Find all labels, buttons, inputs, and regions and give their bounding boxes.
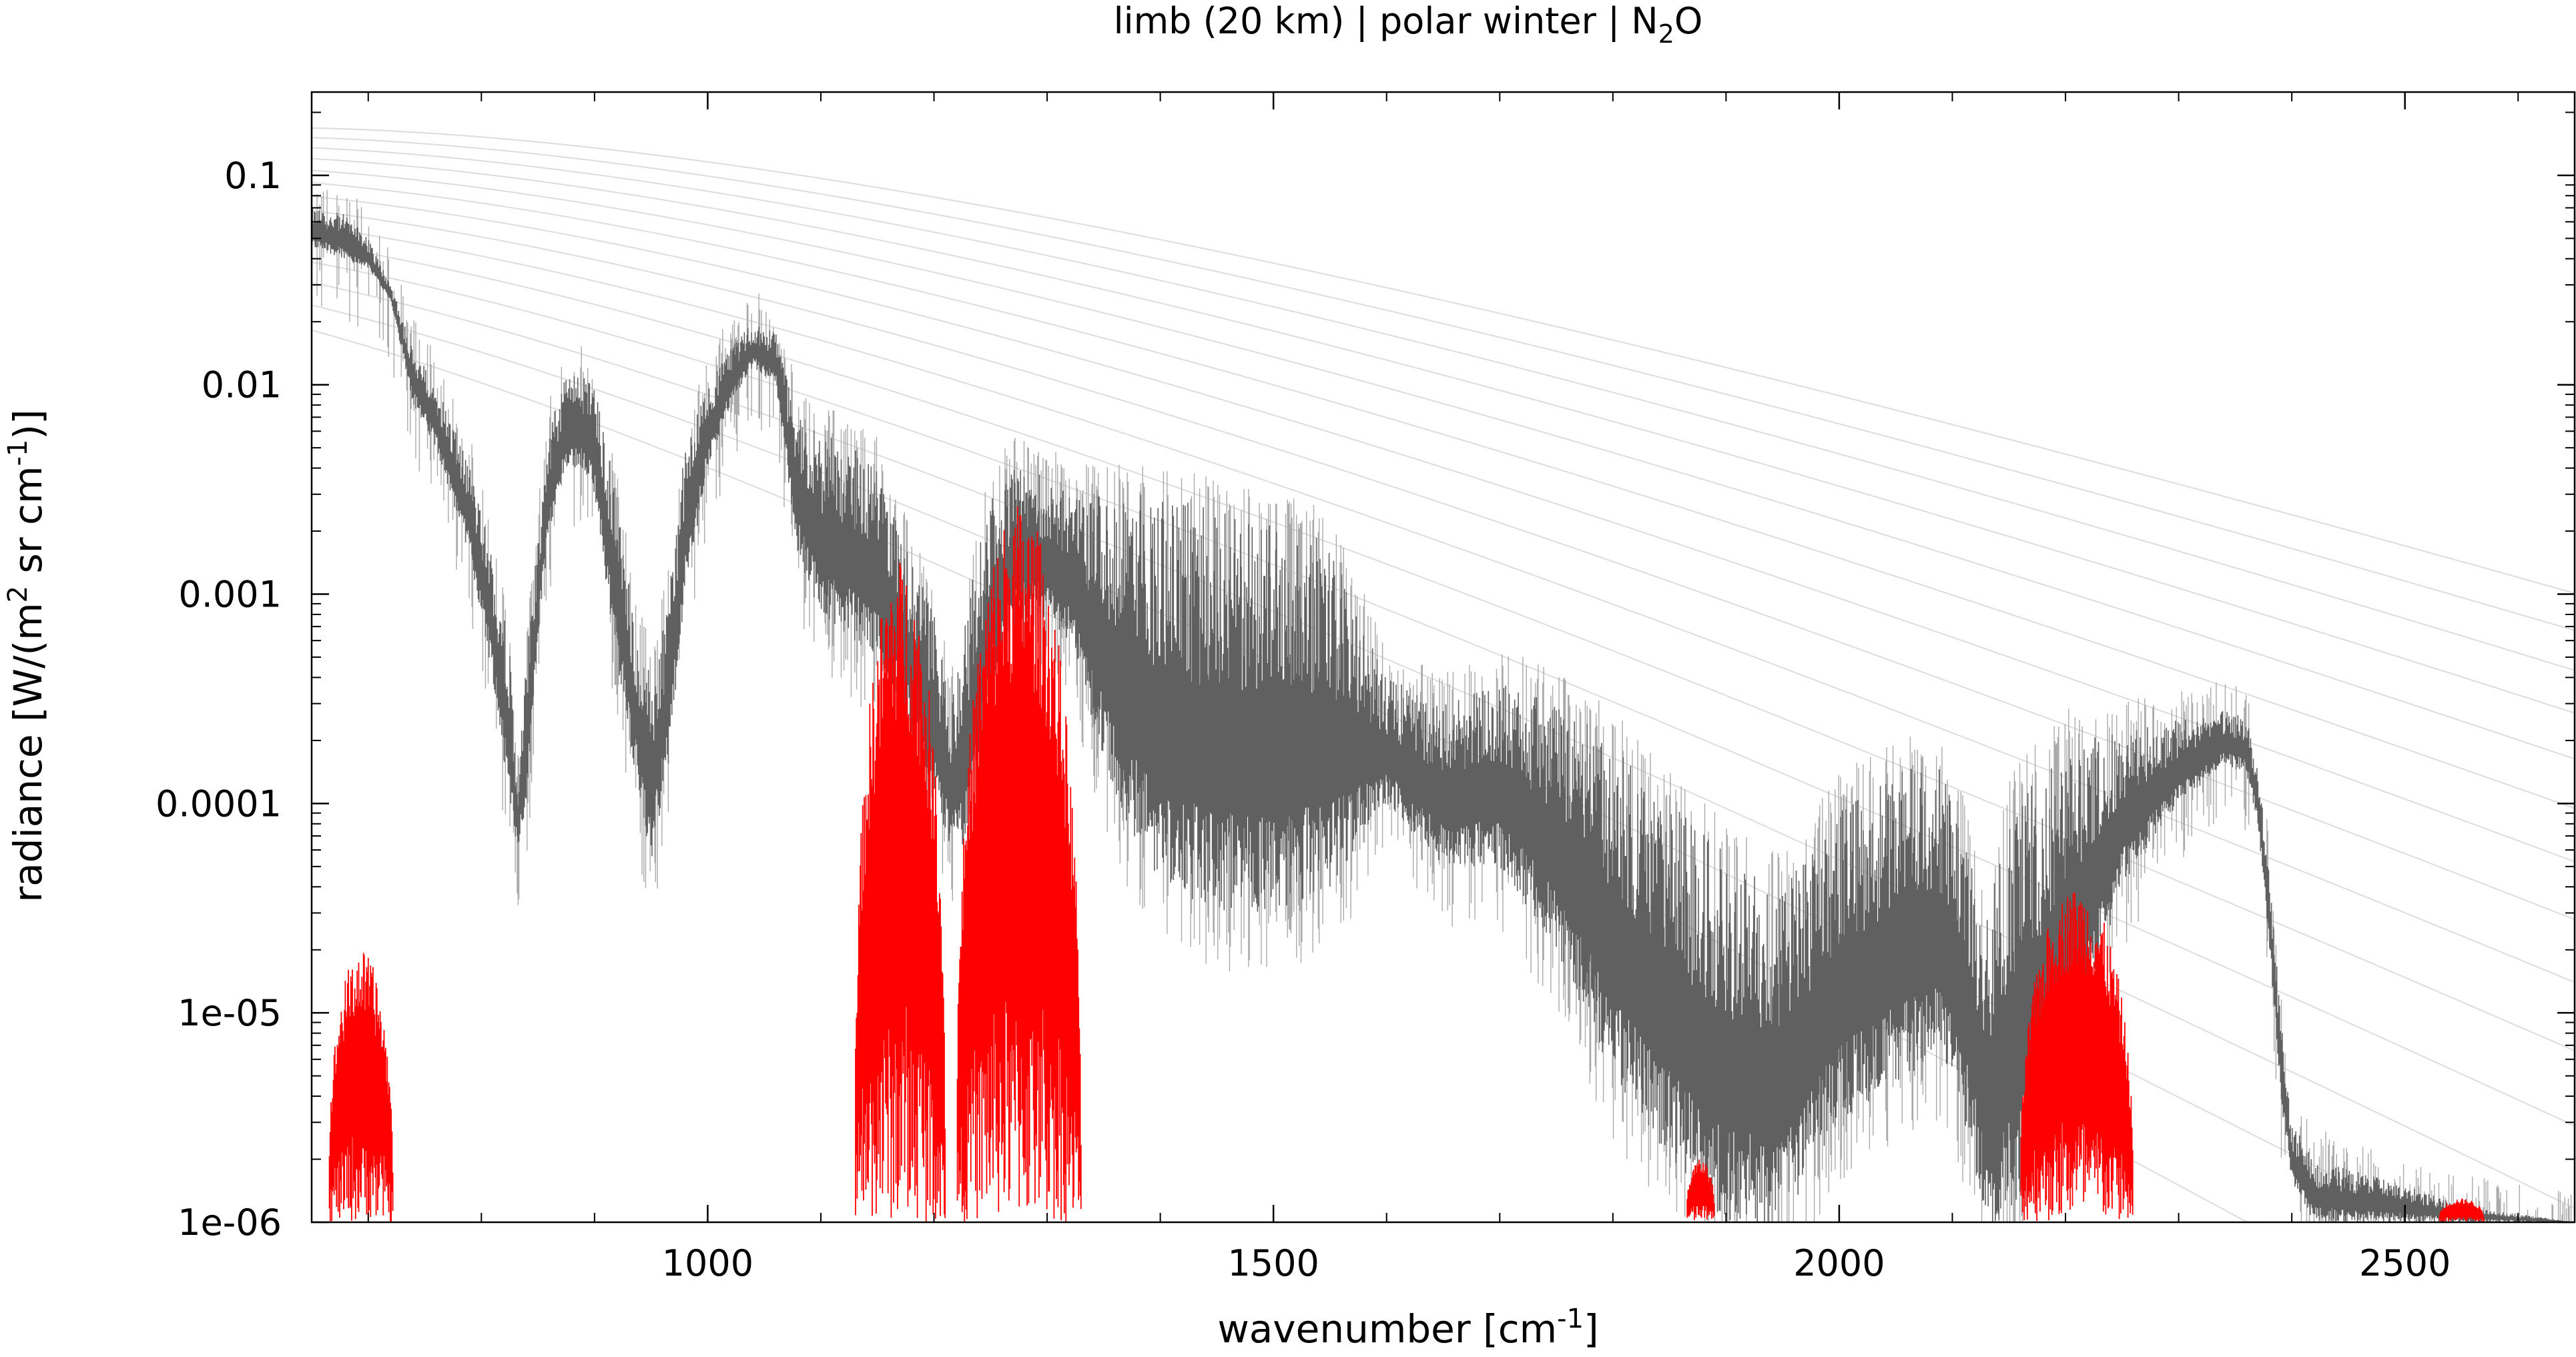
chart-title-subscript: 2 [1658,19,1674,49]
planck-curve-260k [312,182,2575,809]
y-tick-label-3: 0.0001 [155,783,282,825]
planck-curve-300k [312,137,2575,632]
y-axis-label-part-c: )] [5,409,51,439]
total-radiance-series [312,189,2575,1222]
y-tick-label-2: 0.001 [178,574,282,616]
n2o-band-5 [1686,1160,1715,1220]
x-tick-label-1000: 1000 [662,1242,753,1284]
x-axis-label: wavenumber [cm-1] [1217,1304,1598,1352]
n2o-band-6 [2439,1198,2485,1222]
x-axis-label-superscript: -1 [1557,1304,1584,1334]
y-axis-label-part-b: sr cm [5,466,51,586]
n2o-band-2 [855,562,946,1222]
n2o-band-1 [328,953,394,1222]
x-tick-label-2500: 2500 [2359,1242,2451,1284]
x-axis-label-tail: ] [1584,1306,1599,1352]
y-axis-label-superscript-1: 2 [3,586,33,602]
chart-title-main: limb (20 km) | polar winter | N [1114,0,1658,42]
n2o-contribution-series [328,506,2485,1222]
planck-curve-220k [312,243,2575,1051]
y-tick-label-5: 1e-06 [178,1202,282,1244]
plot-frame [310,91,2576,1224]
planck-curve-310k [312,127,2575,594]
planck-curves [312,127,2575,1222]
y-axis-label-superscript-2: -1 [3,440,33,466]
n2o-band-4 [2020,893,2134,1222]
total-radiance-lines [312,207,2575,1222]
y-axis-label: radiance [W/(m2 sr cm-1)] [3,409,51,902]
y-tick-label-0: 0.1 [224,155,282,197]
planck-curve-210k [312,261,2575,1127]
x-axis: 1000 1500 2000 2500 [367,92,2519,1284]
y-axis-label-part-a: radiance [W/(m [5,602,51,902]
planck-curve-290k [312,147,2575,671]
chart-title: limb (20 km) | polar winter | N2O [1114,0,1703,49]
planck-curve-230k [312,225,2575,983]
y-axis: 0.1 0.01 0.001 0.0001 1e-05 1e-06 [155,111,2575,1244]
chart-title-tail: O [1674,0,1703,42]
y-tick-label-4: 1e-05 [178,992,282,1034]
planck-curve-200k [312,282,2575,1210]
y-tick-label-1: 0.01 [202,364,282,406]
x-tick-label-2000: 2000 [1793,1242,1885,1284]
planck-curve-280k [312,157,2575,714]
x-axis-label-main: wavenumber [cm [1217,1306,1557,1352]
n2o-band-3 [956,506,1082,1222]
planck-curve-270k [312,169,2575,760]
x-tick-label-1500: 1500 [1227,1242,1319,1284]
